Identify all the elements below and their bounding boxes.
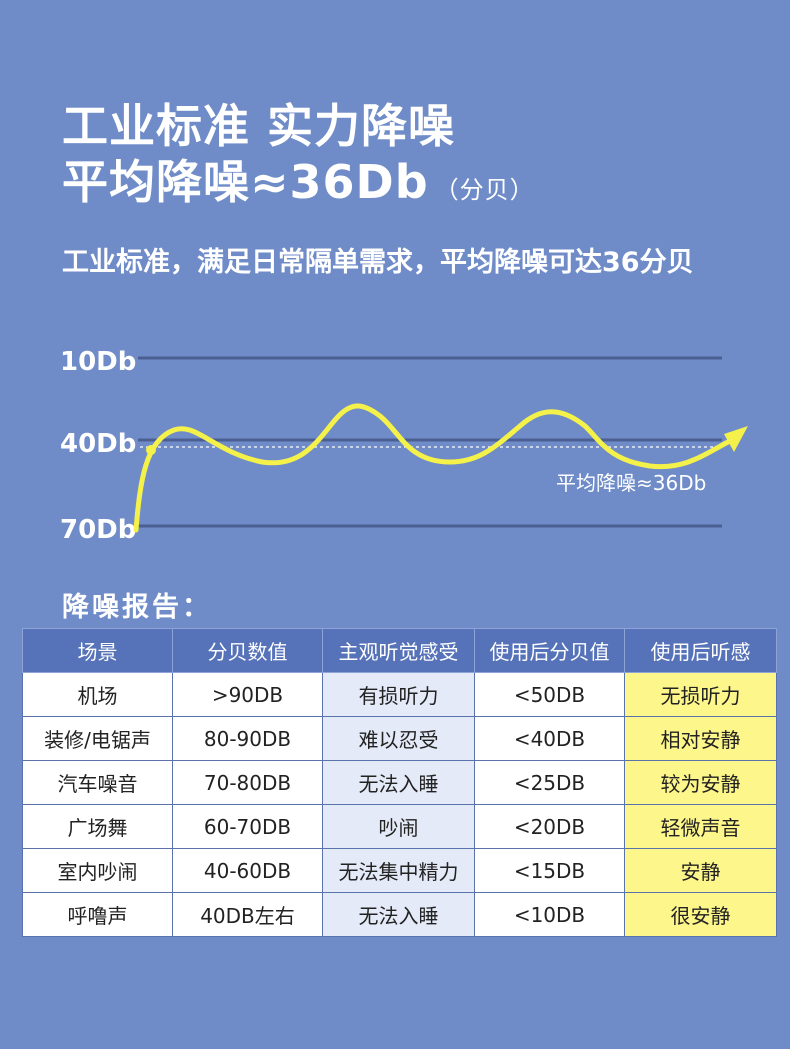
subtitle: 工业标准，满足日常隔单需求，平均降噪可达36分贝 bbox=[62, 247, 694, 278]
level-label-70db: 70Db bbox=[60, 515, 136, 545]
cell-decibel: 40-60DB bbox=[172, 848, 323, 893]
cell-feeling: 无法集中精力 bbox=[322, 848, 475, 893]
arrow-head-icon bbox=[724, 426, 748, 452]
header-after-feeling: 使用后听感 bbox=[624, 628, 777, 673]
cell-after-feeling: 无损听力 bbox=[624, 672, 777, 717]
table-row: 装修/电锯声 80-90DB 难以忍受 <40DB 相对安静 bbox=[22, 716, 777, 761]
header-decibel: 分贝数值 bbox=[172, 628, 323, 673]
header-scene: 场景 bbox=[22, 628, 173, 673]
page-title: 工业标准 实力降噪 bbox=[62, 99, 456, 153]
cell-decibel: 70-80DB bbox=[172, 760, 323, 805]
cell-feeling: 吵闹 bbox=[322, 804, 475, 849]
average-label: 平均降噪≈36Db bbox=[556, 471, 706, 495]
table-row: 机场 >90DB 有损听力 <50DB 无损听力 bbox=[22, 672, 777, 717]
report-title: 降噪报告： bbox=[62, 592, 212, 623]
cell-scene: 装修/电锯声 bbox=[22, 716, 173, 761]
noise-wave-chart: 10Db 40Db 70Db 平均降噪≈36Db bbox=[60, 347, 748, 545]
cell-feeling: 难以忍受 bbox=[322, 716, 475, 761]
table-header-row: 场景 分贝数值 主观听觉感受 使用后分贝值 使用后听感 bbox=[22, 628, 777, 673]
table-row: 室内吵闹 40-60DB 无法集中精力 <15DB 安静 bbox=[22, 848, 777, 893]
cell-after-feeling: 较为安静 bbox=[624, 760, 777, 805]
table-row: 呼噜声 40DB左右 无法入睡 <10DB 很安静 bbox=[22, 892, 777, 937]
noise-wave-curve bbox=[133, 403, 731, 533]
cell-scene: 室内吵闹 bbox=[22, 848, 173, 893]
cell-after-decibel: <20DB bbox=[474, 804, 625, 849]
table-row: 汽车噪音 70-80DB 无法入睡 <25DB 较为安静 bbox=[22, 760, 777, 805]
level-label-10db: 10Db bbox=[60, 347, 136, 377]
cell-after-decibel: <40DB bbox=[474, 716, 625, 761]
cell-after-decibel: <50DB bbox=[474, 672, 625, 717]
noise-report-table: 场景 分贝数值 主观听觉感受 使用后分贝值 使用后听感 机场 >90DB 有损听… bbox=[22, 628, 777, 937]
header-after-decibel: 使用后分贝值 bbox=[474, 628, 625, 673]
cell-after-feeling: 安静 bbox=[624, 848, 777, 893]
cell-scene: 呼噜声 bbox=[22, 892, 173, 937]
table-row: 广场舞 60-70DB 吵闹 <20DB 轻微声音 bbox=[22, 804, 777, 849]
cell-scene: 广场舞 bbox=[22, 804, 173, 849]
cell-decibel: >90DB bbox=[172, 672, 323, 717]
average-headline: 平均降噪≈36Db （分贝） bbox=[62, 156, 535, 216]
cell-feeling: 有损听力 bbox=[322, 672, 475, 717]
cell-feeling: 无法入睡 bbox=[322, 760, 475, 805]
start-dot bbox=[146, 445, 156, 455]
cell-after-feeling: 轻微声音 bbox=[624, 804, 777, 849]
cell-scene: 机场 bbox=[22, 672, 173, 717]
cell-after-feeling: 很安静 bbox=[624, 892, 777, 937]
cell-feeling: 无法入睡 bbox=[322, 892, 475, 937]
cell-after-decibel: <25DB bbox=[474, 760, 625, 805]
cell-decibel: 40DB左右 bbox=[172, 892, 323, 937]
cell-decibel: 60-70DB bbox=[172, 804, 323, 849]
cell-decibel: 80-90DB bbox=[172, 716, 323, 761]
average-headline-main: 平均降噪≈36Db bbox=[62, 155, 429, 209]
cell-scene: 汽车噪音 bbox=[22, 760, 173, 805]
cell-after-decibel: <15DB bbox=[474, 848, 625, 893]
level-label-40db: 40Db bbox=[60, 429, 136, 459]
cell-after-feeling: 相对安静 bbox=[624, 716, 777, 761]
header-feeling: 主观听觉感受 bbox=[322, 628, 475, 673]
average-headline-unit: （分贝） bbox=[434, 176, 535, 204]
cell-after-decibel: <10DB bbox=[474, 892, 625, 937]
